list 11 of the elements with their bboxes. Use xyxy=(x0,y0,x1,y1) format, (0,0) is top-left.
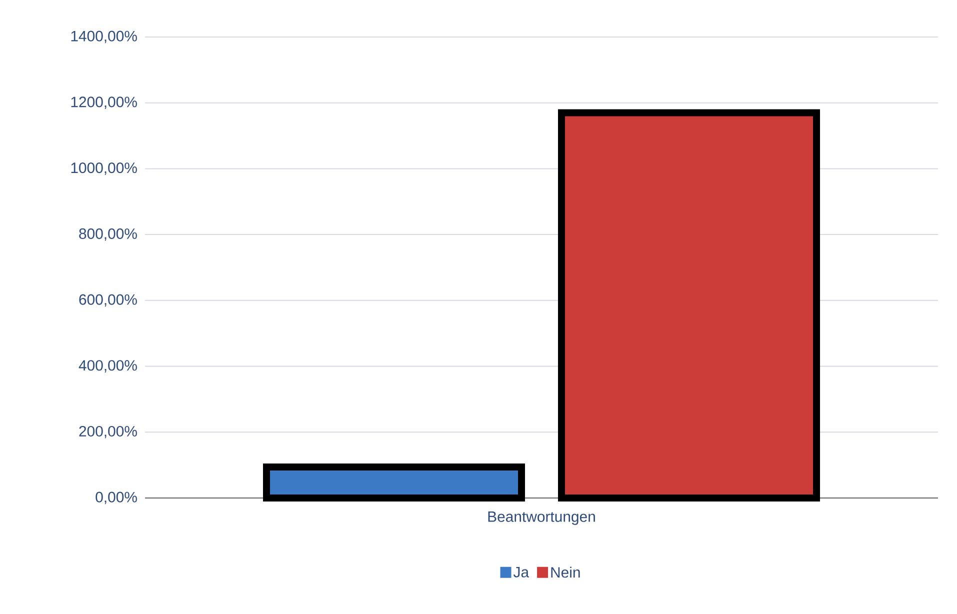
y-tick-label: 400,00% xyxy=(78,360,137,372)
legend-label: Ja xyxy=(513,566,530,578)
x-tick-label: Beantwortungen xyxy=(488,512,595,525)
y-tick-label: 800,00% xyxy=(79,228,137,241)
y-tick-label: 1400,00% xyxy=(71,30,137,44)
legend-label: Nein xyxy=(551,566,580,578)
y-tick-label: 200,00% xyxy=(79,426,137,438)
y-tick-label: 1000,00% xyxy=(71,162,137,175)
y-tick-label: 0,00% xyxy=(96,492,137,504)
y-tick-label: 1200,00% xyxy=(71,96,137,110)
y-tick-label: 600,00% xyxy=(79,294,137,307)
